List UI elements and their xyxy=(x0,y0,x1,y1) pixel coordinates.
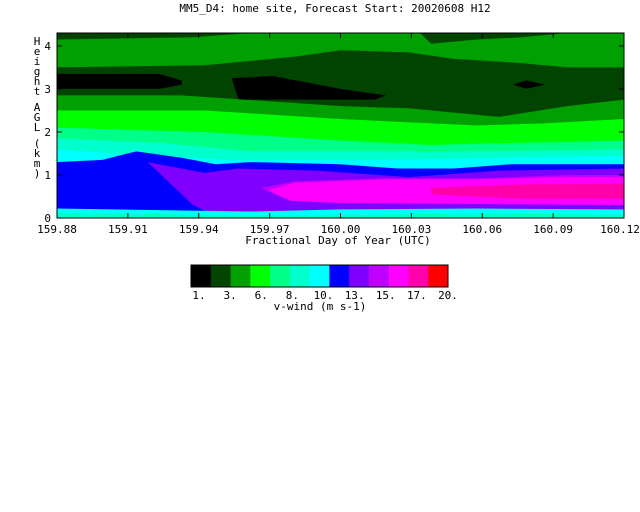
y-tick-label: 4 xyxy=(44,40,51,53)
colorbar-swatch xyxy=(191,265,212,287)
y-axis-label-char: L xyxy=(34,121,41,134)
colorbar-swatch xyxy=(349,265,370,287)
colorbar-tick-label: 20. xyxy=(438,289,458,302)
x-tick-label: 159.91 xyxy=(108,223,148,236)
y-tick-label: 2 xyxy=(44,126,51,139)
colorbar-swatch xyxy=(388,265,409,287)
colorbar-swatch xyxy=(230,265,251,287)
colorbar: 1. 3. 6. 8. 10. 13. 15. 17. 20. xyxy=(190,264,458,302)
x-axis-label: Fractional Day of Year (UTC) xyxy=(245,234,430,247)
colorbar-tick-label: 8. xyxy=(286,289,299,302)
y-tick-label: 1 xyxy=(44,169,51,182)
colorbar-swatch xyxy=(289,265,311,287)
x-tick-label: 159.88 xyxy=(37,223,77,236)
colorbar-frame xyxy=(190,264,449,288)
y-axis-ticks: 0 1 2 3 4 xyxy=(44,40,624,225)
y-axis-label-char: g xyxy=(34,65,41,78)
colorbar-tick-label: 15. xyxy=(376,289,396,302)
y-axis-label-char: A xyxy=(34,101,41,114)
x-tick-label: 159.97 xyxy=(250,223,290,236)
x-tick-label: 159.94 xyxy=(179,223,219,236)
colorbar-tick-label: 6. xyxy=(255,289,268,302)
contour-band-level-3 xyxy=(57,33,624,68)
y-axis-label-char: i xyxy=(34,55,41,68)
colorbar-swatch xyxy=(309,265,330,287)
y-tick-label: 3 xyxy=(44,83,51,96)
v-wind-field xyxy=(57,33,624,218)
y-axis-label-char: e xyxy=(34,45,41,58)
x-tick-label: 160.06 xyxy=(462,223,502,236)
colorbar-swatch xyxy=(250,265,271,287)
colorbar-tick-label: 1. xyxy=(192,289,205,302)
chart-title: MM5_D4: home site, Forecast Start: 20020… xyxy=(179,2,490,15)
colorbar-tick-label: 3. xyxy=(224,289,237,302)
colorbar-swatch xyxy=(428,265,449,287)
y-axis-label-char: h xyxy=(34,75,41,88)
colorbar-swatch xyxy=(270,265,291,287)
y-axis-label-char: ( xyxy=(34,137,41,150)
colorbar-tick-label: 13. xyxy=(345,289,365,302)
y-tick-label: 0 xyxy=(44,212,51,225)
colorbar-swatch xyxy=(408,265,429,287)
x-tick-label: 160.00 xyxy=(321,223,361,236)
x-axis-ticks: 159.88 159.91 159.94 159.97 160.00 160.03 160.… xyxy=(37,33,640,236)
y-axis-label-char: H xyxy=(34,35,41,48)
colorbar-swatch xyxy=(368,265,390,287)
colorbar-swatch xyxy=(210,265,232,287)
contour-band-level-1 xyxy=(512,80,545,89)
contour-band-level-1 xyxy=(57,73,182,89)
colorbar-tick-label: 17. xyxy=(407,289,427,302)
y-axis-label-char: t xyxy=(34,85,41,98)
contour-band-level-1 xyxy=(231,76,386,100)
colorbar-tick-label: 10. xyxy=(314,289,334,302)
contour-band-level-12 xyxy=(431,183,624,199)
y-axis-label-char: m xyxy=(34,157,41,170)
y-axis-label-char: G xyxy=(34,111,41,124)
x-tick-label: 160.12 xyxy=(600,223,640,236)
x-tick-label: 160.09 xyxy=(533,223,573,236)
colorbar-swatch xyxy=(329,265,350,287)
colorbar-label: v-wind (m s-1) xyxy=(274,300,367,313)
y-axis-label-char: ) xyxy=(34,167,41,180)
x-tick-label: 160.03 xyxy=(392,223,432,236)
y-axis-label-char: k xyxy=(34,147,41,160)
